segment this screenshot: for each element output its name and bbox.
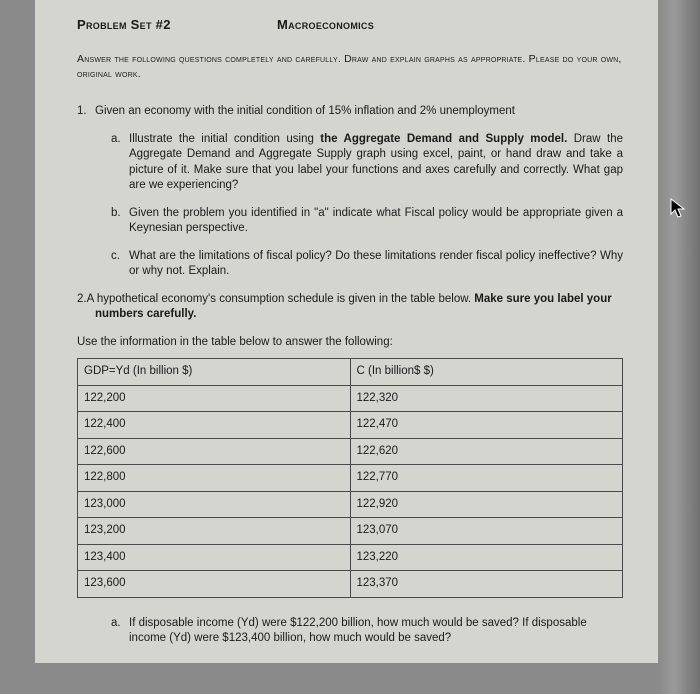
document-page: Problem Set #2 Macroeconomics Answer the…	[35, 0, 665, 663]
table-cell: 123,400	[78, 544, 351, 571]
table-header-cell: GDP=Yd (In billion $)	[78, 359, 351, 386]
q2-a-text: If disposable income (Yd) were $122,200 …	[129, 617, 587, 645]
table-cell: 122,770	[350, 465, 623, 492]
window-edge	[658, 0, 700, 694]
q2-pre: A hypothetical economy's consumption sch…	[87, 293, 475, 305]
table-cell: 122,600	[78, 438, 351, 465]
table-intro: Use the information in the table below t…	[77, 335, 623, 351]
table-row: 122,600122,620	[78, 438, 623, 465]
q1-b: b.Given the problem you identified in "a…	[77, 206, 623, 237]
table-row: 122,200122,320	[78, 385, 623, 412]
q1-a-pre: Illustrate the initial condition using	[129, 133, 320, 145]
header-row: Problem Set #2 Macroeconomics	[77, 16, 623, 34]
question-2: 2.A hypothetical economy's consumption s…	[77, 292, 623, 323]
table-cell: 122,620	[350, 438, 623, 465]
q1-c: c.What are the limitations of fiscal pol…	[77, 249, 623, 280]
q1-c-letter: c.	[111, 249, 129, 265]
table-cell: 123,600	[78, 571, 351, 598]
table-row: 122,800122,770	[78, 465, 623, 492]
instructions: Answer the following questions completel…	[77, 52, 623, 82]
q1-b-text: Given the problem you identified in "a" …	[129, 207, 623, 235]
q2-a-letter: a.	[111, 616, 129, 632]
q1-b-letter: b.	[111, 206, 129, 222]
q1-a-letter: a.	[111, 132, 129, 148]
q1-text: Given an economy with the initial condit…	[95, 105, 515, 117]
table-cell: 122,800	[78, 465, 351, 492]
table-cell: 123,200	[78, 518, 351, 545]
table-cell: 123,070	[350, 518, 623, 545]
table-cell: 122,400	[78, 412, 351, 439]
q2-a: a.If disposable income (Yd) were $122,20…	[77, 616, 623, 647]
question-1: 1.Given an economy with the initial cond…	[77, 104, 623, 120]
table-row: 123,600123,370	[78, 571, 623, 598]
table-row: 123,000122,920	[78, 491, 623, 518]
q1-number: 1.	[77, 104, 95, 120]
q1-a: a.Illustrate the initial condition using…	[77, 132, 623, 194]
header-right: Macroeconomics	[277, 16, 374, 34]
table-cell: 122,320	[350, 385, 623, 412]
table-cell: 122,200	[78, 385, 351, 412]
table-cell: 122,920	[350, 491, 623, 518]
q2-number: 2.	[77, 293, 87, 305]
table-row: 123,400123,220	[78, 544, 623, 571]
table-cell: 122,470	[350, 412, 623, 439]
q1-a-bold: the Aggregate Demand and Supply model.	[320, 133, 567, 145]
consumption-table: GDP=Yd (In billion $) C (In billion$ $) …	[77, 358, 623, 598]
q1-c-text: What are the limitations of fiscal polic…	[129, 250, 623, 278]
table-header-cell: C (In billion$ $)	[350, 359, 623, 386]
table-row: 122,400122,470	[78, 412, 623, 439]
table-cell: 123,220	[350, 544, 623, 571]
table-cell: 123,370	[350, 571, 623, 598]
table-header-row: GDP=Yd (In billion $) C (In billion$ $)	[78, 359, 623, 386]
header-left: Problem Set #2	[77, 16, 277, 34]
table-row: 123,200123,070	[78, 518, 623, 545]
table-cell: 123,000	[78, 491, 351, 518]
